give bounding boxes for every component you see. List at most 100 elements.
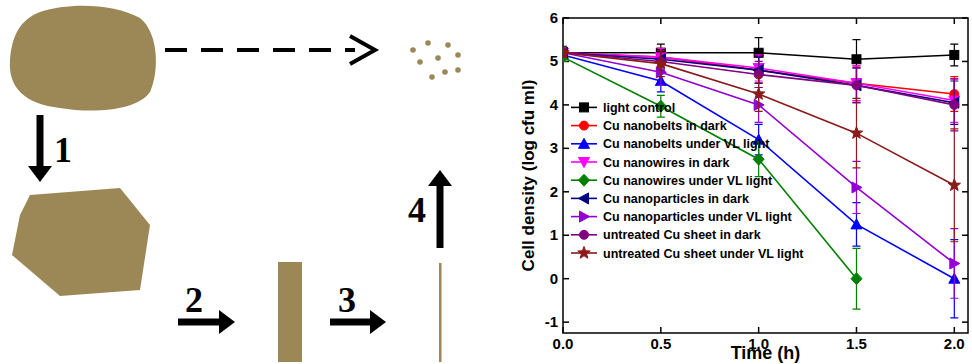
x-tick-label: 0.0 <box>553 335 574 352</box>
step-label: 3 <box>338 280 356 320</box>
legend-label: Cu nanoparticles in dark <box>603 192 749 206</box>
legend-label: Cu nanobelts in dark <box>603 119 727 133</box>
y-tick-right <box>962 278 968 280</box>
y-tick <box>563 148 569 150</box>
nanoparticle <box>429 74 435 80</box>
step-label: 1 <box>54 130 72 170</box>
legend-label: light control <box>603 101 675 115</box>
data-point <box>753 153 764 165</box>
x-tick-top <box>954 18 956 24</box>
legend-label: untreated Cu sheet under VL light <box>603 247 804 261</box>
legend-marker <box>579 158 590 168</box>
fragment <box>12 188 150 296</box>
x-tick <box>660 327 662 333</box>
nanoparticle <box>455 52 461 58</box>
error-bar <box>852 68 860 103</box>
y-tick-right <box>962 234 968 236</box>
legend-marker <box>578 247 590 259</box>
y-tick-label: 2 <box>550 183 558 200</box>
x-axis-label: Time (h) <box>731 343 801 363</box>
data-point <box>852 182 862 193</box>
plot-area <box>563 38 960 318</box>
dashed-arrow-head <box>350 36 375 64</box>
x-tick-top <box>660 18 662 24</box>
series-line <box>563 55 954 279</box>
x-tick <box>856 327 858 333</box>
legend-marker <box>580 103 589 112</box>
x-tick-label: 1.5 <box>846 335 867 352</box>
y-tick-right <box>962 321 968 323</box>
nanowire <box>439 263 442 362</box>
y-tick-right <box>962 61 968 63</box>
y-tick-right <box>962 148 968 150</box>
y-tick-label: 6 <box>550 9 558 26</box>
series-line <box>563 53 954 186</box>
x-tick-top <box>758 18 760 24</box>
data-point <box>948 179 960 191</box>
x-tick-label: 2.0 <box>944 335 965 352</box>
data-point <box>851 80 861 91</box>
bulk-particle <box>10 6 156 111</box>
nanoparticle <box>417 59 423 65</box>
x-tick-label: 0.5 <box>650 335 671 352</box>
y-tick <box>563 234 569 236</box>
y-tick <box>563 278 569 280</box>
legend-marker <box>579 138 590 148</box>
legend-label: untreated Cu sheet in dark <box>603 228 761 242</box>
nanoparticle <box>410 47 416 53</box>
data-point <box>852 81 861 90</box>
x-tick-top <box>856 18 858 24</box>
legend-marker <box>580 230 589 239</box>
chart: 0.00.51.01.52.0-10123456Time (h)Cell den… <box>519 9 968 363</box>
y-tick <box>563 321 569 323</box>
error-bar <box>852 68 860 103</box>
error-bar <box>950 79 958 131</box>
diagram: 1 2 3 4 <box>10 6 461 362</box>
y-tick-label: 4 <box>550 96 559 113</box>
nanoparticle <box>435 55 441 61</box>
error-bar <box>950 44 958 66</box>
nanoparticle <box>442 69 448 75</box>
data-point <box>851 273 862 285</box>
step-arrow-head <box>28 166 52 182</box>
step-label: 4 <box>408 190 426 230</box>
data-point <box>950 50 959 59</box>
legend-marker <box>580 211 590 222</box>
step-arrow-head <box>428 170 452 186</box>
legend-marker <box>579 174 590 186</box>
y-tick-label: -1 <box>545 313 558 330</box>
data-point <box>655 57 667 69</box>
dashed-arrow <box>165 48 355 52</box>
y-tick-label: 3 <box>550 139 558 156</box>
data-point <box>851 219 862 229</box>
y-tick-right <box>962 191 968 193</box>
y-tick-right <box>962 104 968 106</box>
step-label: 2 <box>185 280 203 320</box>
legend-label: Cu nanobelts under VL light <box>603 137 770 151</box>
step-arrow <box>37 115 44 166</box>
y-tick-label: 0 <box>550 270 558 287</box>
legend-label: Cu nanowires under VL light <box>603 174 773 188</box>
legend: light control Cu nanobelts in dark Cu nano… <box>571 101 804 261</box>
y-tick <box>563 191 569 193</box>
step-arrow <box>437 186 444 248</box>
series-line <box>563 53 954 264</box>
step-arrow-head <box>219 310 235 334</box>
nanoparticle <box>445 42 451 48</box>
data-point <box>850 127 862 139</box>
x-tick <box>954 327 956 333</box>
data-point <box>563 46 569 58</box>
series-line <box>563 57 856 279</box>
y-tick-label: 1 <box>550 226 558 243</box>
data-point <box>950 100 959 109</box>
step-arrow-head <box>370 310 386 334</box>
y-tick-label: 5 <box>550 52 558 69</box>
y-tick <box>563 104 569 106</box>
legend-label: Cu nanoparticles under VL light <box>603 210 793 224</box>
data-point <box>752 88 764 100</box>
plot-frame <box>563 18 968 333</box>
data-point <box>852 55 861 64</box>
data-point <box>950 258 960 269</box>
legend-label: Cu nanowires in dark <box>603 156 729 170</box>
legend-marker <box>579 193 589 204</box>
